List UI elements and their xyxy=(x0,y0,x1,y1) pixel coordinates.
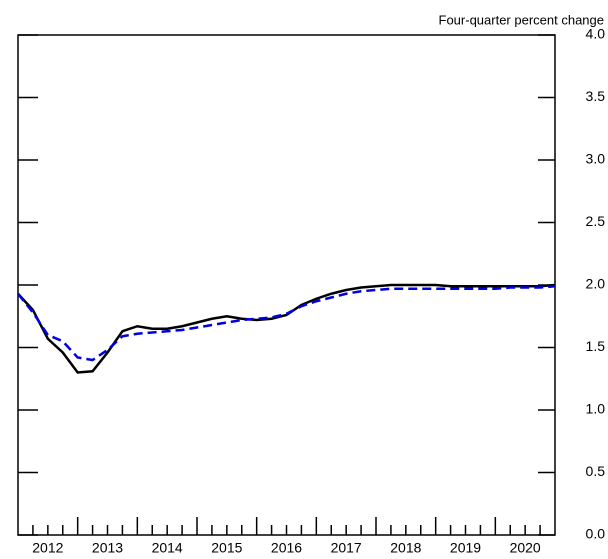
x-tick-label: 2012 xyxy=(32,540,63,556)
x-tick-label: 2015 xyxy=(211,540,242,556)
y-tick-label: 4.0 xyxy=(586,26,606,42)
x-tick-label: 2017 xyxy=(331,540,362,556)
series-line xyxy=(17,285,556,362)
y-tick-label: 3.5 xyxy=(586,88,606,104)
x-tick-label: 2016 xyxy=(271,540,302,556)
y-tick-label: 0.5 xyxy=(586,463,606,479)
y-tick-label: 1.5 xyxy=(586,338,606,354)
series-line xyxy=(17,283,556,374)
x-tick-label: 2013 xyxy=(92,540,123,556)
x-tick-label: 2019 xyxy=(450,540,481,556)
x-tick-label: 2014 xyxy=(152,540,183,556)
y-tick-label: 2.0 xyxy=(586,276,606,292)
y-tick-label: 1.0 xyxy=(586,401,606,417)
y-tick-label: 3.0 xyxy=(586,151,606,167)
subtitle: Four-quarter percent change xyxy=(439,12,604,27)
x-tick-label: 2020 xyxy=(510,540,541,556)
y-tick-label: 2.5 xyxy=(586,213,606,229)
x-tick-label: 2018 xyxy=(390,540,421,556)
y-tick-label: 0.0 xyxy=(586,526,606,542)
